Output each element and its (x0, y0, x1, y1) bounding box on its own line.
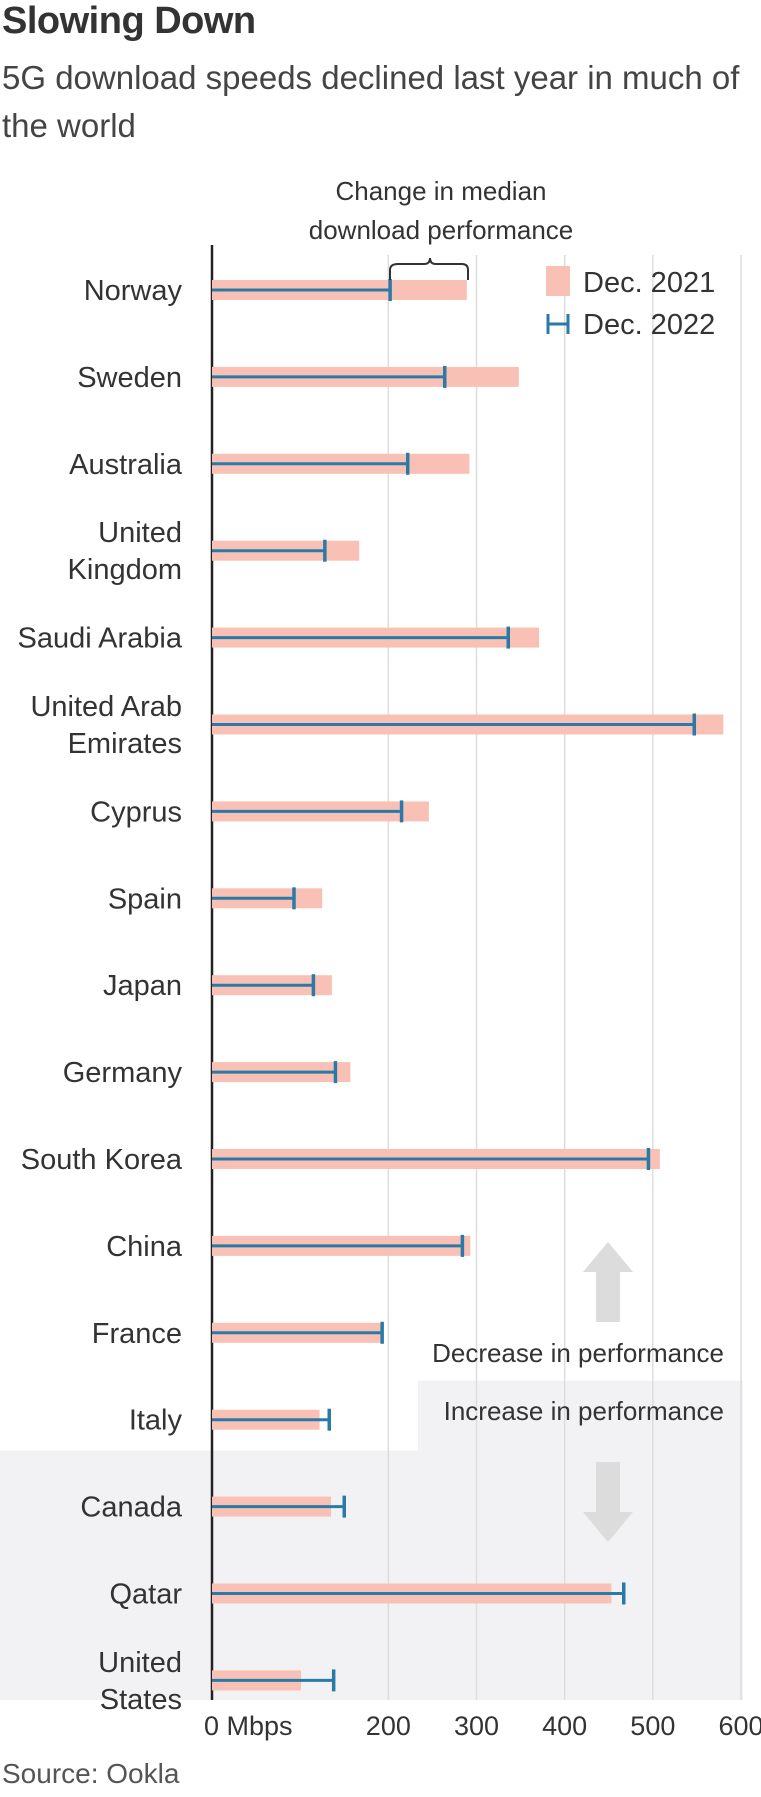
category-label: United Arab (30, 691, 182, 723)
x-tick-label: 0 Mbps (204, 1711, 293, 1741)
change-bracket (389, 257, 469, 280)
up-arrow-icon (583, 1242, 633, 1322)
category-label: Saudi Arabia (18, 623, 183, 655)
category-label: Kingdom (68, 554, 182, 586)
x-tick-label: 400 (542, 1711, 587, 1741)
category-label: Emirates (68, 728, 182, 760)
change-annotation-line1: Change in median (335, 176, 546, 206)
down-arrow-icon (583, 1462, 633, 1542)
category-label: Canada (80, 1492, 182, 1524)
chart-subtitle: 5G download speeds declined last year in… (2, 59, 740, 144)
category-label: China (106, 1231, 183, 1263)
increase-annotation: Increase in performance (444, 1396, 724, 1426)
category-label: States (100, 1684, 182, 1716)
category-label: Qatar (109, 1579, 182, 1611)
category-label: Sweden (77, 362, 182, 394)
legend-marker-dec-2022 (546, 314, 570, 334)
legend-label-dec-2022: Dec. 2022 (583, 309, 715, 341)
category-label: Cyprus (90, 796, 182, 828)
category-label: France (92, 1318, 182, 1350)
category-label: Japan (103, 970, 182, 1002)
x-tick-label: 600 (718, 1711, 761, 1741)
increase-region-shade (418, 1380, 743, 1453)
category-label: Germany (63, 1057, 183, 1089)
category-label: United (98, 517, 182, 549)
category-label: United (98, 1647, 182, 1679)
chart-title: Slowing Down (2, 0, 256, 42)
decrease-annotation: Decrease in performance (432, 1338, 724, 1368)
source-note: Source: Ookla (2, 1758, 180, 1789)
change-annotation-line2: download performance (309, 215, 574, 245)
x-tick-label: 300 (454, 1711, 499, 1741)
legend-label-dec-2021: Dec. 2021 (583, 267, 715, 299)
x-tick-label: 200 (366, 1711, 411, 1741)
category-label: Spain (108, 883, 182, 915)
category-label: Australia (69, 449, 183, 481)
category-label: Italy (129, 1405, 183, 1437)
category-label: South Korea (21, 1144, 183, 1176)
x-tick-label: 500 (630, 1711, 675, 1741)
category-label: Norway (84, 275, 183, 307)
legend-swatch-dec-2021 (546, 266, 570, 296)
